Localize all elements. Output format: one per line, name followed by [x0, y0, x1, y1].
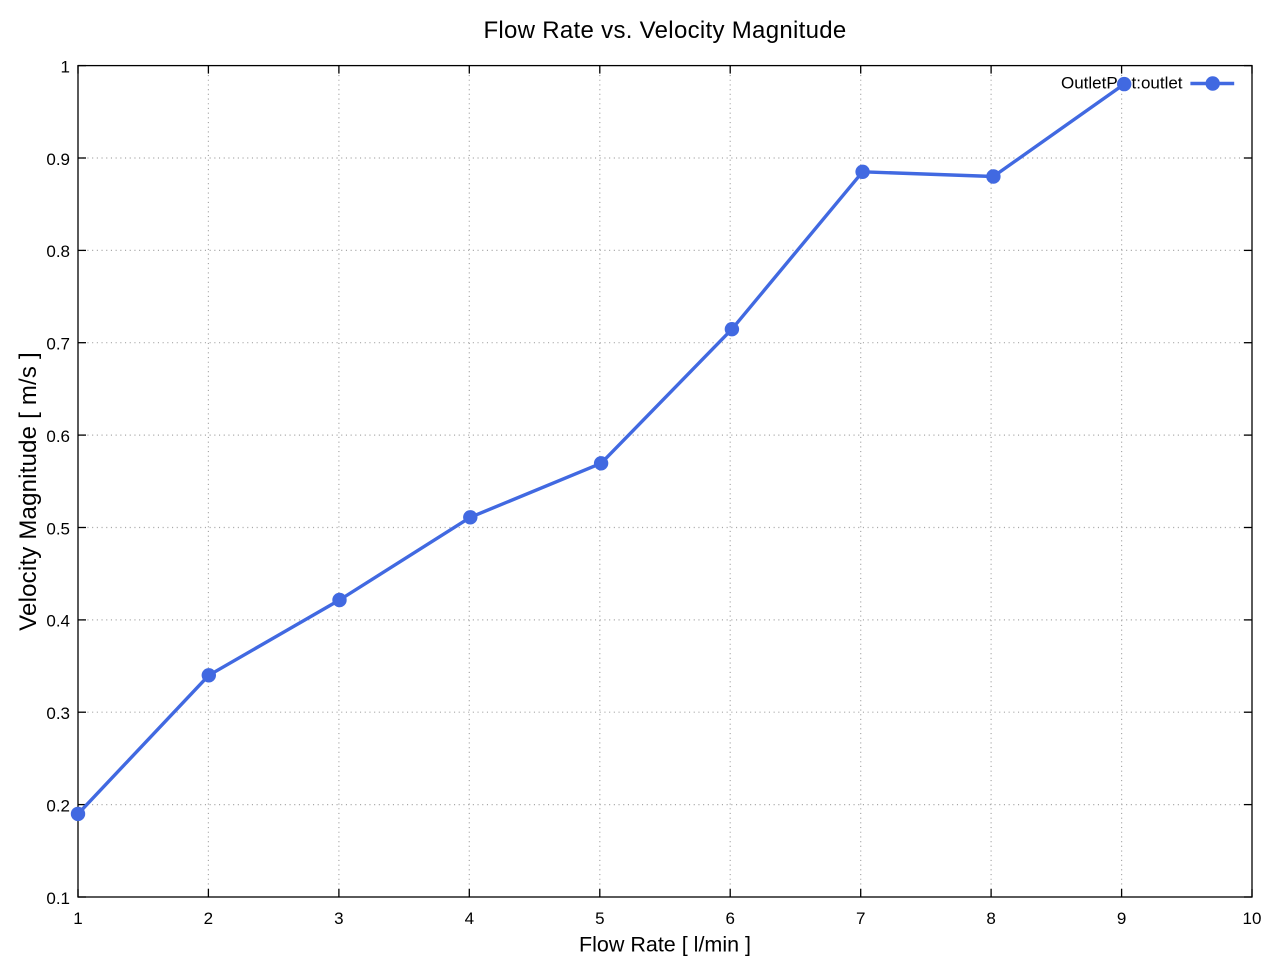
- svg-text:5: 5: [595, 909, 604, 928]
- svg-text:Flow Rate [ l/min ]: Flow Rate [ l/min ]: [579, 933, 751, 957]
- svg-text:8: 8: [986, 909, 995, 928]
- svg-text:0.6: 0.6: [46, 427, 70, 446]
- svg-text:t:outlet: t:outlet: [1132, 74, 1183, 93]
- svg-text:1: 1: [61, 57, 70, 76]
- svg-text:3: 3: [334, 909, 343, 928]
- svg-text:Velocity Magnitude [ m/s ]: Velocity Magnitude [ m/s ]: [15, 352, 42, 631]
- svg-text:0.5: 0.5: [46, 519, 70, 538]
- svg-text:0.2: 0.2: [46, 796, 70, 815]
- svg-text:1: 1: [73, 909, 82, 928]
- svg-text:4: 4: [465, 909, 474, 928]
- svg-text:0.4: 0.4: [46, 612, 70, 631]
- svg-text:7: 7: [856, 909, 865, 928]
- svg-text:10: 10: [1243, 909, 1262, 928]
- svg-text:0.7: 0.7: [46, 335, 70, 354]
- svg-text:0.3: 0.3: [46, 704, 70, 723]
- svg-text:6: 6: [725, 909, 734, 928]
- svg-text:0.1: 0.1: [46, 889, 70, 908]
- svg-text:9: 9: [1117, 909, 1126, 928]
- svg-text:0.8: 0.8: [46, 242, 70, 261]
- svg-text:Flow Rate vs. Velocity Magnitu: Flow Rate vs. Velocity Magnitude: [483, 17, 846, 44]
- svg-text:2: 2: [204, 909, 213, 928]
- svg-text:0.9: 0.9: [46, 150, 70, 169]
- svg-text:OutletPo: OutletPo: [1061, 74, 1127, 93]
